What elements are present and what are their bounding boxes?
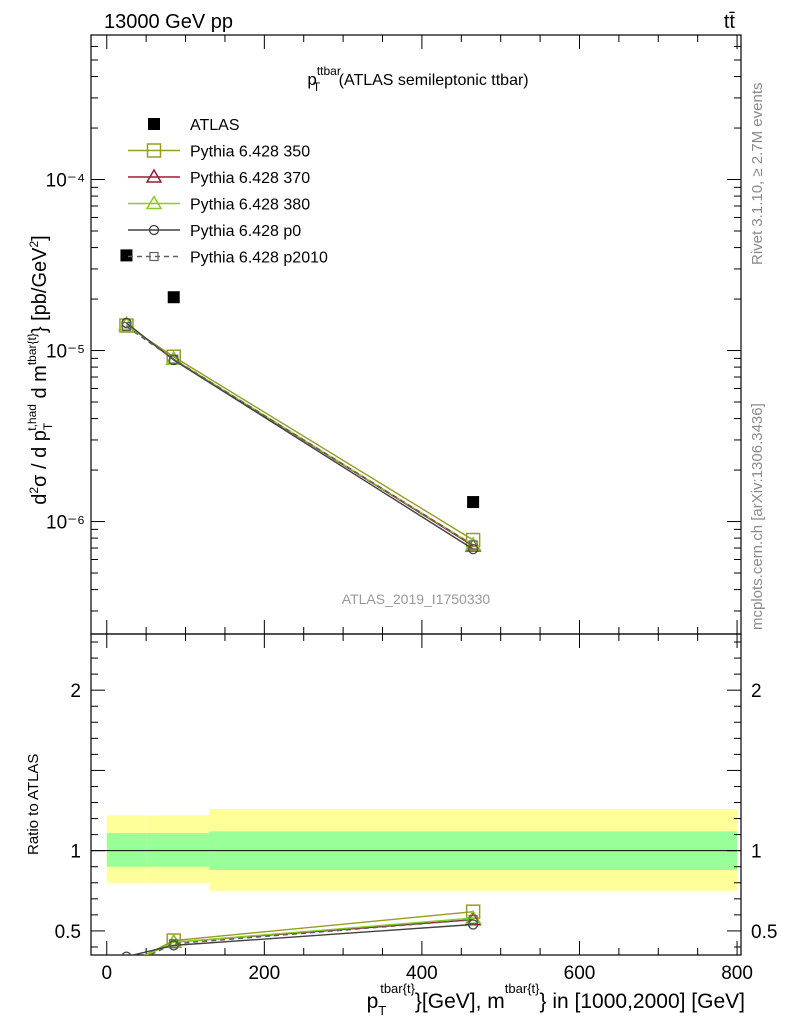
main-y-tick-label: 10⁻⁶	[46, 513, 85, 534]
main-line-pythia-6-428-p0	[126, 322, 474, 550]
ratio-line-pythia-6-428-380	[145, 917, 474, 955]
ratio-line-pythia-6-428-350	[143, 910, 474, 955]
x-axis-label: pTtbar{t}}[GeV], mtbar{t}} in [1000,2000…	[367, 981, 745, 1018]
legend-marker-pythia-6-428-370	[145, 168, 163, 183]
ratio-y-tick-label: 0.5	[55, 922, 81, 943]
ratio-y-axis-label: Ratio to ATLAS	[25, 754, 42, 855]
main-point-pythia-6-428-p2010	[169, 354, 179, 364]
rivet-label: Rivet 3.1.10, ≥ 2.7M events	[749, 83, 766, 266]
ratio-point-pythia-6-428-350	[120, 958, 133, 971]
legend-label-pythia-6-428-370: Pythia 6.428 370	[190, 170, 310, 187]
main-point-atlas	[467, 496, 480, 509]
main-panel: pttbar T (ATLAS semileptonic ttbar) ATLAS…	[25, 34, 742, 635]
ratio-point-pythia-6-428-380	[119, 958, 133, 970]
main-y-axis-label: d2σ / d pTt,had d mtbar{t}} [pb/GeV2]	[25, 235, 55, 505]
x-tick-label: 0	[101, 963, 112, 984]
ratio-axes: 0 200 400 600 800 0.5 0.5 1 1 2 2	[55, 633, 777, 984]
main-y-tick-label: 10⁻⁴	[46, 171, 85, 192]
main-line-pythia-6-428-p2010	[126, 326, 474, 546]
legend-label-pythia-6-428-380: Pythia 6.428 380	[190, 197, 310, 214]
ratio-y-tick-label: 2	[70, 681, 81, 702]
main-point-atlas	[167, 291, 180, 304]
ratio-panel: 0 200 400 600 800 0.5 0.5 1 1 2 2 Ratio to ATLAS p…	[25, 633, 777, 1018]
ratio-y-tick-label: 1	[70, 842, 81, 863]
main-series	[118, 249, 482, 555]
legend-label-pythia-6-428-350: Pythia 6.428 350	[190, 144, 310, 161]
x-tick-label: 800	[721, 963, 753, 984]
ratio-y-tick-label: 0.5	[751, 922, 777, 943]
legend-marker-pythia-6-428-p0	[148, 224, 160, 236]
ratio-line-pythia-6-428-p2010	[148, 918, 474, 955]
header-final-state: tt̄	[724, 11, 736, 33]
x-tick-label: 600	[564, 963, 596, 984]
ratio-y-tick-label: 2	[751, 681, 762, 702]
header-process: 13000 GeV pp	[104, 11, 233, 33]
green-band	[146, 833, 210, 867]
main-point-pythia-6-428-350	[465, 532, 481, 548]
x-tick-label: 400	[406, 963, 438, 984]
ratio-series	[119, 904, 482, 971]
legend-label-pythia-6-428-p0: Pythia 6.428 p0	[190, 223, 301, 240]
green-band	[106, 833, 147, 867]
mcplots-label: mcplots.cern.ch [arXiv:1306.3436]	[749, 403, 766, 630]
main-point-pythia-6-428-p2010	[468, 540, 478, 550]
legend: ATLAS Pythia 6.428 350 Pythia 6.428 370 Pyt…	[128, 117, 328, 267]
ratio-frame	[90, 633, 742, 956]
ratio-y-tick-label: 1	[751, 842, 762, 863]
ratio-point-pythia-6-428-p0	[121, 951, 132, 955]
x-tick-label: 200	[248, 963, 280, 984]
main-point-atlas	[120, 249, 133, 262]
main-line-pythia-6-428-350	[126, 324, 474, 541]
legend-label-atlas: ATLAS	[190, 117, 240, 134]
legend-marker-pythia-6-428-350	[146, 143, 162, 158]
ratio-point-pythia-6-428-370	[119, 958, 133, 970]
ratio-line-pythia-6-428-p0	[130, 923, 474, 955]
legend-marker-atlas	[148, 118, 160, 130]
ratio-point-pythia-6-428-p2010	[169, 939, 179, 949]
main-y-tick-label: 10⁻⁵	[46, 342, 85, 363]
legend-marker-pythia-6-428-p2010	[149, 251, 159, 262]
analysis-watermark: ATLAS_2019_I1750330	[342, 591, 491, 607]
main-title: pttbar T (ATLAS semileptonic ttbar)	[307, 64, 528, 94]
ratio-point-pythia-6-428-p2010	[122, 962, 130, 970]
main-point-pythia-6-428-p2010	[121, 322, 132, 332]
legend-marker-pythia-6-428-380	[145, 195, 163, 210]
main-frame	[90, 34, 742, 635]
uncertainty-bands	[91, 808, 741, 891]
legend-label-pythia-6-428-p2010: Pythia 6.428 p2010	[190, 250, 328, 267]
ratio-point-pythia-6-428-p2010	[468, 915, 478, 925]
